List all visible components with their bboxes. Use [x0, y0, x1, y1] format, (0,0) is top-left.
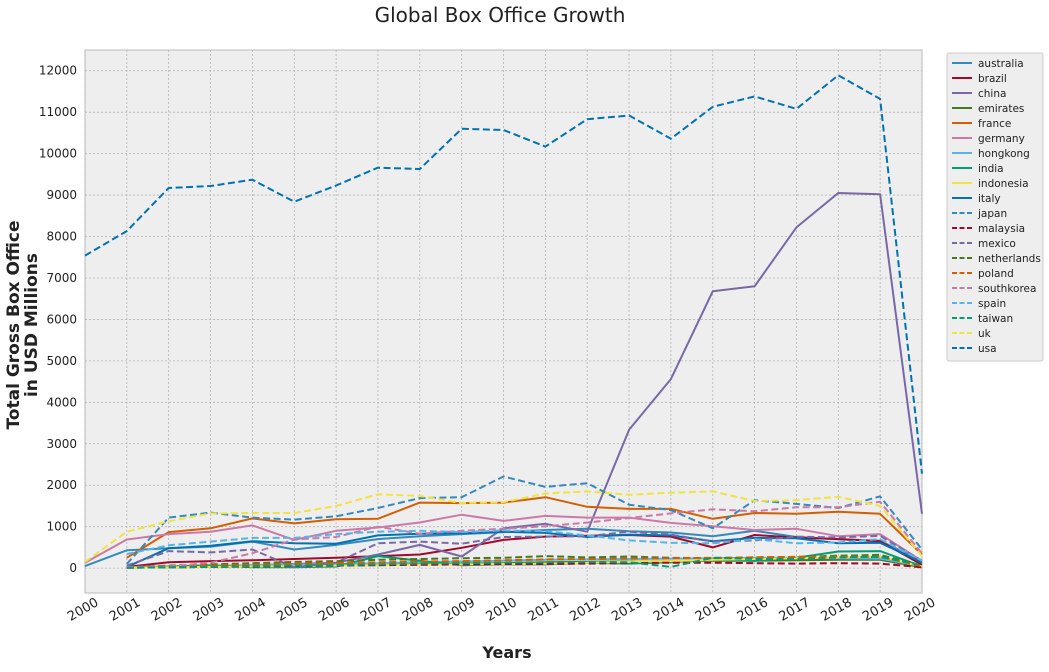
x-tick-label: 2001	[107, 595, 143, 625]
x-axis-label: Years	[481, 643, 531, 662]
x-tick-label: 2013	[609, 595, 645, 625]
legend-label-japan: japan	[977, 208, 1007, 220]
series-line-france	[126, 496, 923, 559]
legend-label-mexico: mexico	[978, 238, 1016, 250]
x-tick-label: 2009	[442, 595, 478, 625]
series-line-germany	[84, 513, 923, 564]
x-tick-label: 2012	[567, 595, 603, 625]
legend-label-australia: australia	[978, 58, 1024, 70]
legend-label-poland: poland	[978, 268, 1014, 280]
x-tick-label: 2020	[902, 595, 938, 625]
y-tick-label: 10000	[39, 147, 77, 161]
y-tick-label: 2000	[46, 478, 77, 492]
grid-lines	[84, 50, 923, 593]
series-line-japan	[126, 475, 923, 565]
legend-label-malaysia: malaysia	[978, 223, 1025, 235]
y-tick-label: 0	[69, 561, 77, 575]
legend-label-uk: uk	[978, 328, 992, 340]
x-tick-label: 2017	[777, 595, 813, 625]
x-tick-label: 2015	[693, 595, 729, 625]
series-line-poland	[126, 555, 923, 569]
x-tick-label: 2011	[526, 595, 562, 625]
legend-box	[946, 52, 1044, 362]
legend-label-france: france	[978, 118, 1011, 130]
x-tick-label: 2002	[149, 595, 185, 625]
x-tick-label: 2006	[316, 595, 352, 625]
y-axis-label-line-2: in USD Millions	[22, 253, 42, 397]
x-axis-ticks: 2000 2001 2002 2003 2004 2005 2006 2007 2008 2009…	[65, 595, 938, 625]
series-line-southkorea	[126, 500, 923, 568]
legend-label-taiwan: taiwan	[978, 313, 1013, 325]
legend-label-germany: germany	[978, 133, 1025, 145]
legend-label-china: china	[978, 88, 1006, 100]
series-line-spain	[126, 529, 923, 562]
y-tick-label: 5000	[46, 354, 77, 368]
x-tick-label: 2007	[358, 595, 394, 625]
series-line-usa	[84, 74, 923, 474]
y-tick-label: 6000	[46, 312, 77, 326]
y-tick-label: 3000	[46, 437, 77, 451]
x-tick-label: 2010	[484, 595, 520, 625]
legend-label-netherlands: netherlands	[978, 253, 1041, 265]
y-tick-label: 4000	[46, 395, 77, 409]
y-tick-label: 8000	[46, 230, 77, 244]
x-tick-label: 2019	[860, 595, 896, 625]
y-tick-label: 1000	[46, 520, 77, 534]
series-line-taiwan	[126, 555, 923, 569]
legend-label-india: india	[978, 163, 1004, 175]
y-axis-label: Total Gross Box Office in USD Millions	[4, 220, 42, 429]
chart-title: Global Box Office Growth	[375, 3, 626, 27]
x-tick-label: 2004	[233, 595, 269, 625]
y-axis-ticks: 0 1000 2000 3000 4000 5000 6000 7000 8000 9000 100…	[39, 64, 77, 575]
y-axis-label-line-1: Total Gross Box Office	[4, 220, 24, 429]
legend-label-indonesia: indonesia	[978, 178, 1029, 190]
x-tick-label: 2014	[651, 595, 687, 625]
y-tick-label: 9000	[46, 188, 77, 202]
legend-label-emirates: emirates	[978, 103, 1024, 115]
x-tick-label: 2000	[65, 595, 101, 625]
legend: australia brazil china emirates france german…	[946, 52, 1044, 362]
y-tick-label: 12000	[39, 64, 77, 78]
legend-label-italy: italy	[978, 193, 1001, 205]
series-lines	[84, 74, 923, 569]
legend-label-brazil: brazil	[978, 73, 1007, 85]
legend-label-southkorea: southkorea	[978, 283, 1036, 295]
series-line-uk	[84, 490, 923, 563]
x-tick-label: 2016	[735, 595, 771, 625]
legend-label-hongkong: hongkong	[978, 148, 1030, 160]
legend-label-spain: spain	[978, 298, 1006, 310]
series-line-mexico	[126, 530, 923, 569]
x-tick-label: 2003	[191, 595, 227, 625]
legend-label-usa: usa	[978, 343, 997, 355]
x-tick-label: 2005	[274, 595, 310, 625]
y-tick-label: 7000	[46, 271, 77, 285]
x-tick-label: 2008	[400, 595, 436, 625]
y-tick-label: 11000	[39, 105, 77, 119]
x-tick-label: 2018	[818, 595, 854, 625]
